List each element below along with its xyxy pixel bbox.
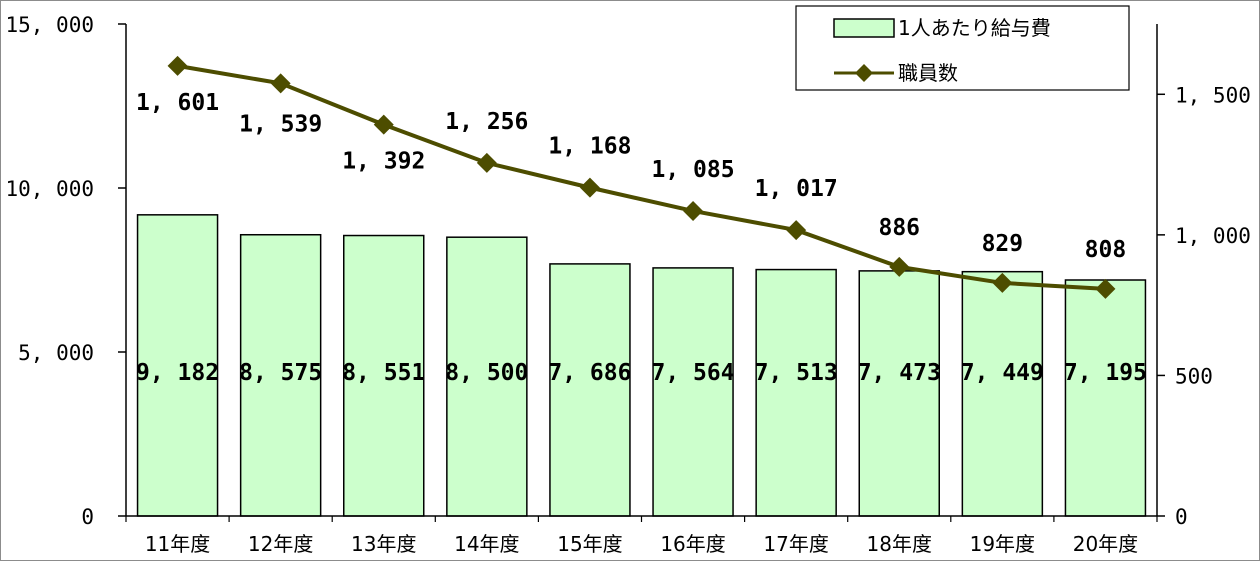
bar-value-label: 7, 195	[1064, 360, 1147, 386]
category-label: 16年度	[660, 532, 725, 556]
bar-value-label: 7, 513	[755, 360, 838, 386]
bar-value-label: 7, 564	[652, 360, 735, 386]
bar-value-label: 7, 473	[858, 360, 941, 386]
category-label: 11年度	[145, 532, 210, 556]
category-label: 19年度	[970, 532, 1035, 556]
line-marker	[476, 152, 497, 173]
legend-line-marker	[855, 64, 873, 82]
line-series	[167, 55, 1116, 299]
line-marker	[992, 272, 1013, 293]
line-marker	[167, 55, 188, 76]
line-marker	[786, 220, 807, 241]
line-value-label: 829	[982, 231, 1024, 257]
line-value-label: 1, 539	[239, 111, 322, 137]
line-value-label: 1, 601	[136, 90, 219, 116]
bar	[446, 236, 528, 517]
bar	[1064, 279, 1147, 517]
category-label: 15年度	[557, 532, 622, 556]
line-marker	[579, 177, 600, 198]
line-marker	[889, 256, 910, 277]
category-label: 12年度	[248, 532, 313, 556]
line-value-label: 1, 256	[445, 109, 528, 135]
bar	[136, 214, 219, 517]
line-marker	[683, 200, 704, 221]
bar-value-label: 8, 575	[239, 360, 322, 386]
bar	[755, 268, 837, 517]
left-tick-label: 0	[81, 505, 94, 529]
axes: 0 5, 000 10, 000 15, 000 0 500 1, 000 1, 500 11年…	[5, 13, 1250, 556]
category-label: 13年度	[351, 532, 416, 556]
bar	[239, 233, 322, 517]
category-label: 17年度	[763, 532, 828, 556]
line-labels: 1, 601 1, 539 1, 392 1, 256 1, 168 1, 085 1, 0…	[136, 90, 1126, 263]
bar-value-label: 8, 500	[445, 360, 528, 386]
line-value-label: 1, 168	[548, 134, 631, 160]
legend-line-label: 職員数	[898, 61, 958, 85]
line-value-label: 886	[878, 215, 920, 241]
line-marker	[373, 114, 394, 135]
line-path	[177, 63, 1106, 291]
line-marker	[270, 73, 291, 94]
line-value-label: 1, 085	[652, 157, 735, 183]
bar	[652, 267, 734, 517]
line-value-label: 1, 017	[755, 176, 838, 202]
line-value-label: 808	[1085, 237, 1127, 263]
category-label: 20年度	[1073, 532, 1138, 556]
bar-value-label: 7, 686	[548, 360, 631, 386]
category-label: 18年度	[867, 532, 932, 556]
right-tick-label: 1, 500	[1175, 83, 1251, 107]
bar-value-label: 7, 449	[961, 360, 1044, 386]
bar	[858, 270, 940, 517]
legend-bar-label: 1人あたり給与費	[898, 16, 1051, 40]
left-tick-label: 15, 000	[5, 13, 94, 37]
bar-series	[136, 214, 1147, 517]
bar-value-label: 8, 551	[342, 360, 425, 386]
right-tick-label: 1, 000	[1175, 224, 1251, 248]
left-tick-label: 5, 000	[18, 341, 94, 365]
legend: 1人あたり給与費 職員数	[795, 5, 1130, 91]
left-tick-label: 10, 000	[5, 177, 94, 201]
line-value-label: 1, 392	[342, 149, 425, 175]
category-label: 14年度	[454, 532, 519, 556]
right-tick-label: 0	[1175, 505, 1188, 529]
bar	[549, 263, 631, 517]
right-tick-label: 500	[1175, 364, 1213, 388]
bar	[961, 270, 1044, 517]
line-marker	[1095, 278, 1116, 299]
legend-bar-swatch	[833, 18, 895, 38]
bar-value-label: 9, 182	[136, 360, 219, 386]
bar-labels: 9, 182 8, 575 8, 551 8, 500 7, 686 7, 564 7, 5…	[136, 360, 1147, 386]
bar	[343, 234, 425, 517]
